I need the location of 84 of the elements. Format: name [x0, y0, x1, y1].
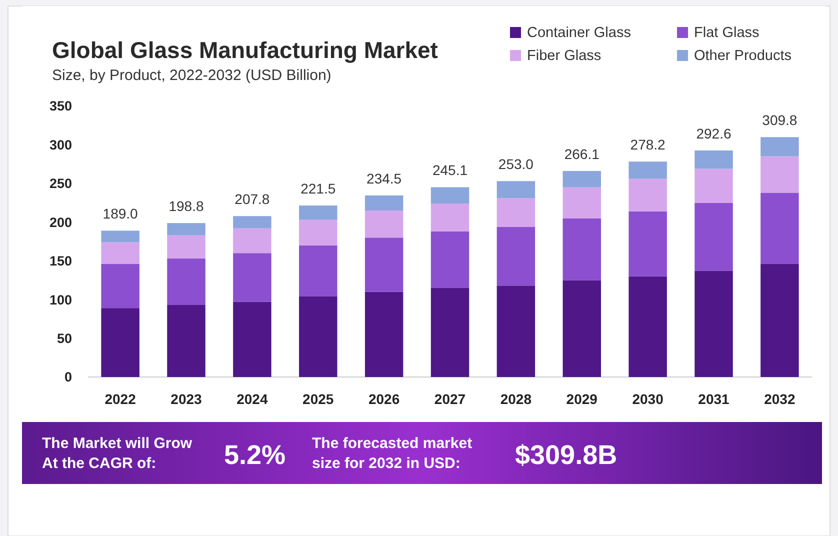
total-label: 309.8	[762, 112, 798, 128]
bar	[101, 264, 140, 308]
y-tick-label: 0	[64, 370, 72, 385]
bar	[430, 187, 470, 204]
legend-label: Fiber Glass	[527, 48, 602, 64]
bar	[496, 226, 536, 286]
y-tick-label: 350	[49, 98, 72, 114]
bar	[101, 242, 140, 264]
text: The Market will Grow At the CAGR of:	[42, 435, 192, 472]
text: $309.8B	[515, 440, 618, 470]
total-label: 234.5	[366, 170, 402, 186]
bar	[562, 170, 601, 188]
total-label: 189.0	[102, 206, 138, 222]
bar	[364, 292, 404, 377]
bar	[760, 192, 799, 264]
x-tick-label: 2027	[434, 390, 466, 407]
text: 5.2%	[224, 440, 286, 470]
bar	[562, 187, 601, 218]
bar	[694, 202, 733, 271]
bar	[299, 205, 338, 220]
bar	[760, 264, 799, 377]
bar	[496, 286, 536, 377]
bar	[628, 162, 667, 179]
bar	[694, 150, 733, 169]
bar	[233, 228, 272, 254]
total-label: 266.1	[564, 146, 600, 162]
legend-label: Container Glass	[527, 25, 631, 41]
total-label: 278.2	[630, 136, 666, 153]
bar	[299, 245, 338, 296]
bar	[628, 211, 667, 276]
bar	[562, 280, 601, 377]
bar	[562, 218, 601, 280]
bar	[233, 253, 272, 302]
bar	[628, 276, 667, 377]
bar	[760, 137, 799, 156]
bar	[694, 270, 733, 377]
x-tick-label: 2031	[698, 390, 730, 407]
y-tick-label: 50	[56, 331, 72, 346]
text: The forecasted market size for 2032 in USD:	[312, 435, 472, 472]
total-label: 253.0	[498, 156, 534, 172]
x-tick-label: 2024	[236, 390, 268, 407]
bar	[694, 168, 733, 203]
x-tick-label: 2028	[500, 390, 532, 407]
x-tick-label: 2026	[368, 390, 400, 407]
y-tick-label: 250	[49, 176, 72, 192]
bar	[430, 204, 470, 232]
bar	[430, 231, 470, 288]
bar	[364, 195, 404, 211]
legend-label: Flat Glass	[694, 25, 760, 41]
y-tick-label: 150	[49, 254, 72, 269]
bar	[364, 210, 404, 238]
bar	[430, 288, 470, 377]
y-tick-label: 200	[49, 214, 72, 230]
bar	[496, 181, 536, 198]
y-tick-label: 300	[49, 137, 72, 152]
bar	[167, 258, 206, 305]
bar	[233, 302, 272, 377]
legend-label: Other Products	[694, 48, 792, 64]
x-tick-label: 2032	[764, 390, 796, 407]
total-label: 221.5	[300, 180, 336, 196]
total-label: 198.8	[168, 198, 204, 214]
bar	[628, 178, 667, 212]
bar	[101, 230, 140, 242]
x-tick-label: 2023	[170, 390, 202, 407]
bar	[233, 216, 272, 228]
bar	[299, 220, 338, 246]
chart-subtitle: Size, by Product, 2022-2032 (USD Billion)	[52, 67, 332, 84]
x-tick-label: 2022	[104, 390, 136, 407]
bar	[760, 156, 799, 193]
x-tick-label: 2030	[632, 390, 664, 407]
x-tick-label: 2029	[566, 390, 598, 407]
bar	[167, 304, 206, 377]
total-label: 207.8	[234, 191, 270, 208]
y-tick-label: 100	[49, 292, 72, 308]
bar	[299, 296, 338, 377]
bar	[364, 238, 404, 292]
bar	[496, 198, 536, 227]
chart-title: Global Glass Manufacturing Market	[52, 37, 438, 63]
total-label: 292.6	[696, 125, 732, 142]
total-label: 245.1	[432, 162, 468, 178]
bar	[101, 308, 140, 377]
bar	[167, 223, 206, 236]
bar	[167, 235, 206, 259]
x-tick-label: 2025	[302, 390, 334, 407]
